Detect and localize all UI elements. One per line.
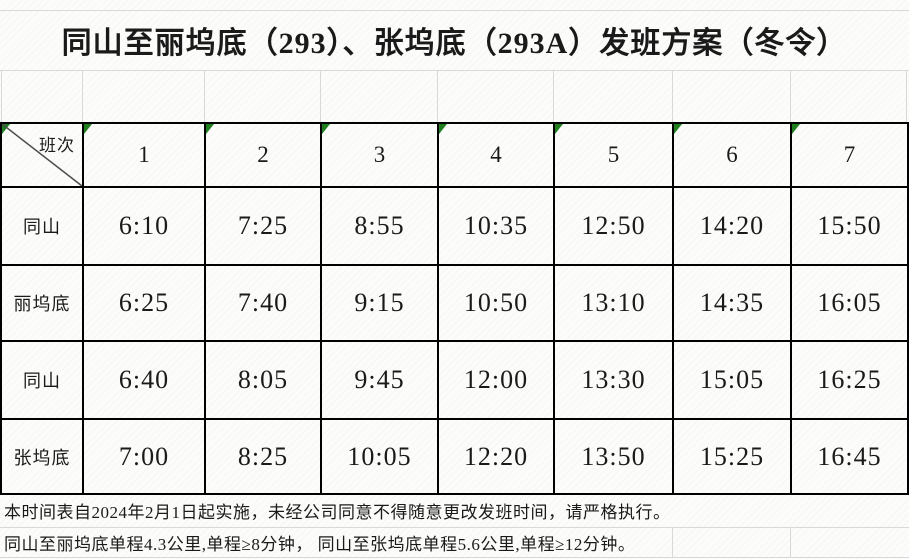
- time-cell: 8:25: [204, 418, 322, 495]
- time-cell: 16:25: [790, 340, 909, 420]
- cell-error-indicator-icon: [207, 125, 214, 134]
- time-cell: 14:35: [672, 264, 792, 342]
- column-header-6: 6: [672, 122, 792, 188]
- column-header-7: 7: [790, 122, 909, 188]
- time-cell: 14:20: [672, 186, 792, 266]
- grid-line: [82, 70, 83, 122]
- header-row: 班次 1 2 3 4 5 6 7: [0, 122, 909, 188]
- time-cell: 7:40: [204, 264, 322, 342]
- grid-line: [320, 70, 321, 122]
- column-header-4: 4: [437, 122, 555, 188]
- time-cell: 10:35: [437, 186, 555, 266]
- time-cell: 8:05: [204, 340, 322, 420]
- table-row: 同山 6:10 7:25 8:55 10:35 12:50 14:20 15:5…: [0, 186, 909, 266]
- corner-header-label: 班次: [39, 136, 75, 155]
- grid-line: [437, 70, 438, 122]
- grid-line: [906, 70, 907, 122]
- cell-error-indicator-icon: [85, 125, 92, 134]
- time-cell: 10:50: [437, 264, 555, 342]
- grid-line-between-notes: [0, 527, 909, 528]
- time-cell: 15:50: [790, 186, 909, 266]
- time-cell: 15:25: [672, 418, 792, 495]
- station-cell: 同山: [0, 186, 84, 266]
- time-cell: 6:25: [82, 264, 206, 342]
- table-row: 张坞底 7:00 8:25 10:05 12:20 13:50 15:25 16…: [0, 418, 909, 495]
- column-header-1: 1: [82, 122, 206, 188]
- time-cell: 10:05: [320, 418, 439, 495]
- grid-line: [672, 527, 673, 558]
- table-row: 丽坞底 6:25 7:40 9:15 10:50 13:10 14:35 16:…: [0, 264, 909, 342]
- grid-line-under-title: [0, 70, 909, 71]
- cell-error-indicator-icon: [323, 125, 330, 134]
- time-cell: 6:40: [82, 340, 206, 420]
- time-cell: 13:50: [553, 418, 674, 495]
- grid-line: [204, 70, 205, 122]
- grid-line: [672, 70, 673, 122]
- station-cell: 丽坞底: [0, 264, 84, 342]
- note-effective-date: 本时间表自2024年2月1日起实施，未经公司同意不得随意更改发班时间，请严格执行…: [4, 502, 671, 522]
- time-cell: 13:10: [553, 264, 674, 342]
- cell-error-indicator-icon: [793, 125, 800, 134]
- cell-error-indicator-icon: [556, 125, 563, 134]
- grid-line-top: [0, 10, 909, 11]
- grid-line: [1, 70, 2, 122]
- time-cell: 7:25: [204, 186, 322, 266]
- station-cell: 张坞底: [0, 418, 84, 495]
- column-header-2: 2: [204, 122, 322, 188]
- time-cell: 12:00: [437, 340, 555, 420]
- time-cell: 9:15: [320, 264, 439, 342]
- grid-line: [553, 70, 554, 122]
- time-cell: 8:55: [320, 186, 439, 266]
- corner-header-cell: 班次: [0, 122, 84, 188]
- page-title: 同山至丽坞底（293）、张坞底（293A）发班方案（冬令）: [61, 27, 848, 60]
- time-cell: 13:30: [553, 340, 674, 420]
- time-cell: 9:45: [320, 340, 439, 420]
- time-cell: 16:05: [790, 264, 909, 342]
- cell-error-indicator-icon: [440, 125, 447, 134]
- cell-error-indicator-icon: [675, 125, 682, 134]
- station-cell: 同山: [0, 340, 84, 420]
- note-distance: 同山至丽坞底单程4.3公里,单程≥8分钟， 同山至张坞底单程5.6公里,单程≥1…: [4, 534, 636, 554]
- grid-line-bottom: [0, 557, 909, 558]
- column-header-3: 3: [320, 122, 439, 188]
- grid-line: [790, 70, 791, 122]
- grid-line: [790, 527, 791, 558]
- schedule-table: 班次 1 2 3 4 5 6 7 同山 6:10 7:25 8:55 10:35…: [0, 122, 909, 495]
- time-cell: 12:50: [553, 186, 674, 266]
- time-cell: 15:05: [672, 340, 792, 420]
- time-cell: 7:00: [82, 418, 206, 495]
- diagonal-divider: [2, 124, 82, 186]
- table-row: 同山 6:40 8:05 9:45 12:00 13:30 15:05 16:2…: [0, 340, 909, 420]
- column-header-5: 5: [553, 122, 674, 188]
- time-cell: 12:20: [437, 418, 555, 495]
- time-cell: 6:10: [82, 186, 206, 266]
- time-cell: 16:45: [790, 418, 909, 495]
